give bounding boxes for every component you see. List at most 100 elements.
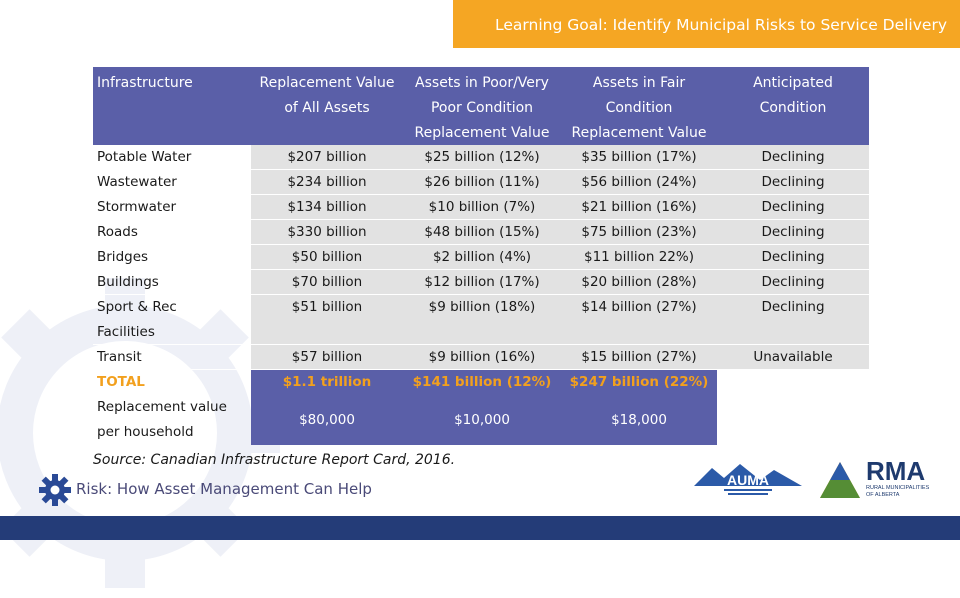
row-poor-line: $12 billion (17%) — [424, 274, 540, 290]
row-name-line: Potable Water — [97, 149, 192, 165]
header-replacement-value: Replacement Value of All Assets — [251, 67, 403, 145]
auma-wordmark: AUMA — [727, 472, 769, 488]
row-divider — [93, 169, 869, 170]
row-name: Bridges — [93, 245, 251, 270]
row-anticipated: Declining — [717, 195, 869, 220]
row-poor: $10 billion (7%) — [403, 195, 561, 220]
row-anticipated: Unavailable — [717, 345, 869, 370]
row-poor-line: $26 billion (11%) — [424, 174, 540, 190]
rma-wordmark: RMA — [866, 456, 926, 486]
row-name-line: Buildings — [97, 274, 159, 290]
row-anticipated: Declining — [717, 245, 869, 270]
row-name: Buildings — [93, 270, 251, 295]
per-household-label-line: per household — [97, 424, 194, 440]
row-divider — [93, 219, 869, 220]
row-divider — [93, 244, 869, 245]
row-name-line: Wastewater — [97, 174, 177, 190]
row-fair-line: $15 billion (27%) — [581, 349, 697, 365]
row-replacement: $50 billion — [251, 245, 403, 270]
row-poor-line: $48 billion (15%) — [424, 224, 540, 240]
per-household-fair: $18,000 — [561, 395, 717, 445]
row-poor: $26 billion (11%) — [403, 170, 561, 195]
infrastructure-table: Infrastructure Replacement Value of All As… — [93, 67, 869, 447]
row-anticipated: Declining — [717, 220, 869, 245]
row-divider — [93, 369, 869, 370]
rma-logo-icon — [820, 462, 860, 498]
row-name: Roads — [93, 220, 251, 245]
row-replacement-line: $234 billion — [287, 174, 367, 190]
total-poor-line: $141 billion (12%) — [412, 374, 552, 390]
row-name: Stormwater — [93, 195, 251, 220]
per-household-fair-line: $18,000 — [611, 412, 667, 428]
row-anticipated: Declining — [717, 145, 869, 170]
header-anticipated-condition: Anticipated Condition — [717, 67, 869, 145]
row-name-line: Bridges — [97, 249, 149, 265]
row-divider — [93, 269, 869, 270]
header-poor-condition: Assets in Poor/Very Poor Condition Replace… — [403, 67, 561, 145]
row-poor-line: $2 billion (4%) — [432, 249, 532, 265]
row-fair-line: $56 billion (24%) — [581, 174, 697, 190]
total-replacement-line: $1.1 trillion — [282, 374, 372, 390]
row-anticipated: Declining — [717, 170, 869, 195]
learning-goal-banner: Learning Goal: Identify Municipal Risks … — [453, 0, 960, 48]
row-anticipated-line: Declining — [761, 199, 825, 215]
row-divider — [93, 294, 869, 295]
row-divider — [93, 344, 869, 345]
row-fair: $75 billion (23%) — [561, 220, 717, 245]
row-name: Sport & Rec Facilities — [93, 295, 251, 345]
row-name-line: Stormwater — [97, 199, 177, 215]
header-fair-condition-line: Assets in Fair — [592, 75, 686, 91]
row-divider — [93, 194, 869, 195]
row-replacement-line: $51 billion — [291, 299, 363, 315]
header-infrastructure-line: Infrastructure — [97, 75, 193, 91]
header-anticipated-condition-line: Condition — [759, 100, 827, 116]
row-fair-line: $75 billion (23%) — [581, 224, 697, 240]
row-fair-line: $20 billion (28%) — [581, 274, 697, 290]
row-replacement-line: $207 billion — [287, 149, 367, 165]
row-poor: $2 billion (4%) — [403, 245, 561, 270]
header-fair-condition: Assets in Fair Condition Replacement Value — [561, 67, 717, 145]
small-gear-icon — [39, 474, 71, 506]
row-fair: $20 billion (28%) — [561, 270, 717, 295]
header-poor-condition-line: Assets in Poor/Very — [415, 75, 549, 91]
row-replacement-line: $50 billion — [291, 249, 363, 265]
row-replacement: $330 billion — [251, 220, 403, 245]
rma-subtitle: Rural Municipalities of Alberta — [866, 485, 930, 498]
row-fair: $21 billion (16%) — [561, 195, 717, 220]
row-poor-line: $10 billion (7%) — [428, 199, 536, 215]
row-anticipated: Declining — [717, 295, 869, 345]
row-anticipated: Declining — [717, 270, 869, 295]
total-fair: $247 billion (22%) — [561, 370, 717, 395]
header-infrastructure: Infrastructure — [93, 67, 251, 145]
row-poor-line: $9 billion (18%) — [428, 299, 536, 315]
bottom-bar — [0, 516, 960, 540]
row-anticipated-line: Declining — [761, 174, 825, 190]
header-fair-condition-line: Replacement Value — [571, 125, 707, 141]
header-replacement-value-line: Replacement Value — [259, 75, 395, 91]
row-fair-line: $11 billion 22%) — [583, 249, 694, 265]
row-name: Potable Water — [93, 145, 251, 170]
row-fair-line: $14 billion (27%) — [581, 299, 697, 315]
per-household-label-line: Replacement value — [97, 399, 227, 415]
row-fair: $35 billion (17%) — [561, 145, 717, 170]
row-anticipated-line: Declining — [761, 299, 825, 315]
row-fair: $56 billion (24%) — [561, 170, 717, 195]
row-replacement-line: $70 billion — [291, 274, 363, 290]
row-name-line: Facilities — [97, 324, 155, 340]
row-replacement-line: $134 billion — [287, 199, 367, 215]
row-poor-line: $25 billion (12%) — [424, 149, 540, 165]
row-replacement: $57 billion — [251, 345, 403, 370]
row-fair: $15 billion (27%) — [561, 345, 717, 370]
row-fair-line: $35 billion (17%) — [581, 149, 697, 165]
source-note: Source: Canadian Infrastructure Report C… — [93, 452, 456, 468]
row-name-line: Roads — [97, 224, 138, 240]
row-poor: $9 billion (16%) — [403, 345, 561, 370]
row-replacement: $70 billion — [251, 270, 403, 295]
per-household-replacement-line: $80,000 — [299, 412, 355, 428]
header-anticipated-condition-line: Anticipated — [753, 75, 833, 91]
row-fair-line: $21 billion (16%) — [581, 199, 697, 215]
per-household-poor: $10,000 — [403, 395, 561, 445]
header-replacement-value-line: of All Assets — [284, 100, 370, 116]
row-replacement: $234 billion — [251, 170, 403, 195]
auma-logo: AUMA — [694, 464, 802, 495]
